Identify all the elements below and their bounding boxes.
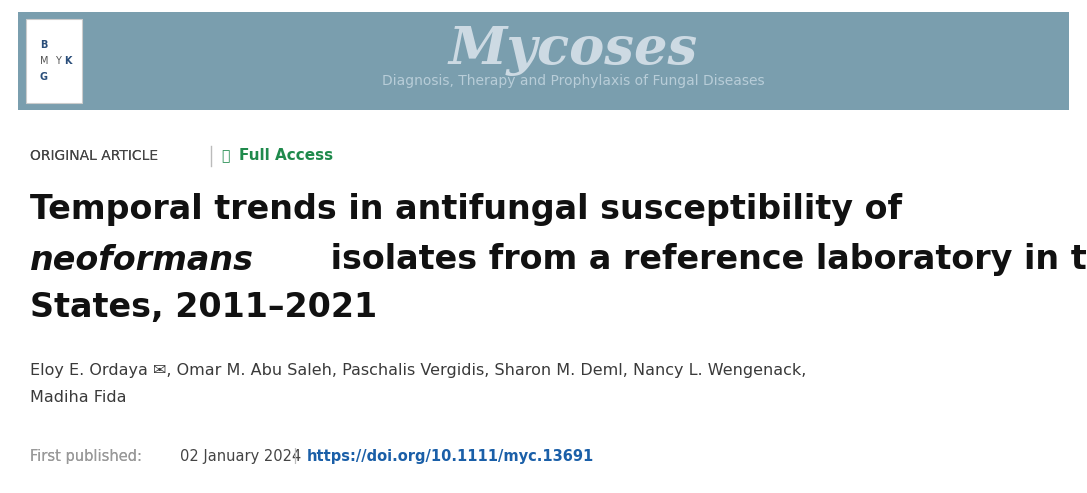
Text: ORIGINAL ARTICLE: ORIGINAL ARTICLE — [30, 149, 158, 163]
Text: Full Access: Full Access — [239, 148, 333, 164]
Text: K: K — [64, 56, 72, 66]
Text: First published:: First published: — [30, 449, 142, 463]
Text: isolates from a reference laboratory in the United: isolates from a reference laboratory in … — [318, 244, 1087, 277]
Text: Temporal trends in antifungal susceptibility of: Temporal trends in antifungal susceptibi… — [30, 193, 914, 226]
Text: neoformans: neoformans — [30, 244, 254, 277]
Text: Madiha Fida: Madiha Fida — [30, 390, 126, 406]
Text: Y: Y — [55, 56, 61, 66]
Text: 🔓: 🔓 — [221, 149, 229, 163]
Text: M: M — [40, 56, 48, 66]
Text: Eloy E. Ordaya ✉, Omar M. Abu Saleh, Paschalis Vergidis, Sharon M. Deml, Nancy L: Eloy E. Ordaya ✉, Omar M. Abu Saleh, Pas… — [30, 362, 807, 378]
Bar — [26, 19, 82, 103]
Text: Mycoses: Mycoses — [449, 26, 698, 76]
Text: States, 2011–2021: States, 2011–2021 — [30, 291, 377, 324]
Bar — [18, 12, 1069, 110]
Text: |: | — [292, 448, 297, 464]
Text: Diagnosis, Therapy and Prophylaxis of Fungal Diseases: Diagnosis, Therapy and Prophylaxis of Fu… — [383, 74, 765, 88]
Text: 02 January 2024: 02 January 2024 — [179, 449, 301, 463]
Text: B: B — [40, 40, 48, 50]
Text: ORIGINAL ARTICLE: ORIGINAL ARTICLE — [30, 149, 158, 163]
Text: G: G — [40, 72, 48, 82]
Text: First published:: First published: — [30, 449, 142, 463]
Text: https://doi.org/10.1111/myc.13691: https://doi.org/10.1111/myc.13691 — [307, 449, 594, 463]
